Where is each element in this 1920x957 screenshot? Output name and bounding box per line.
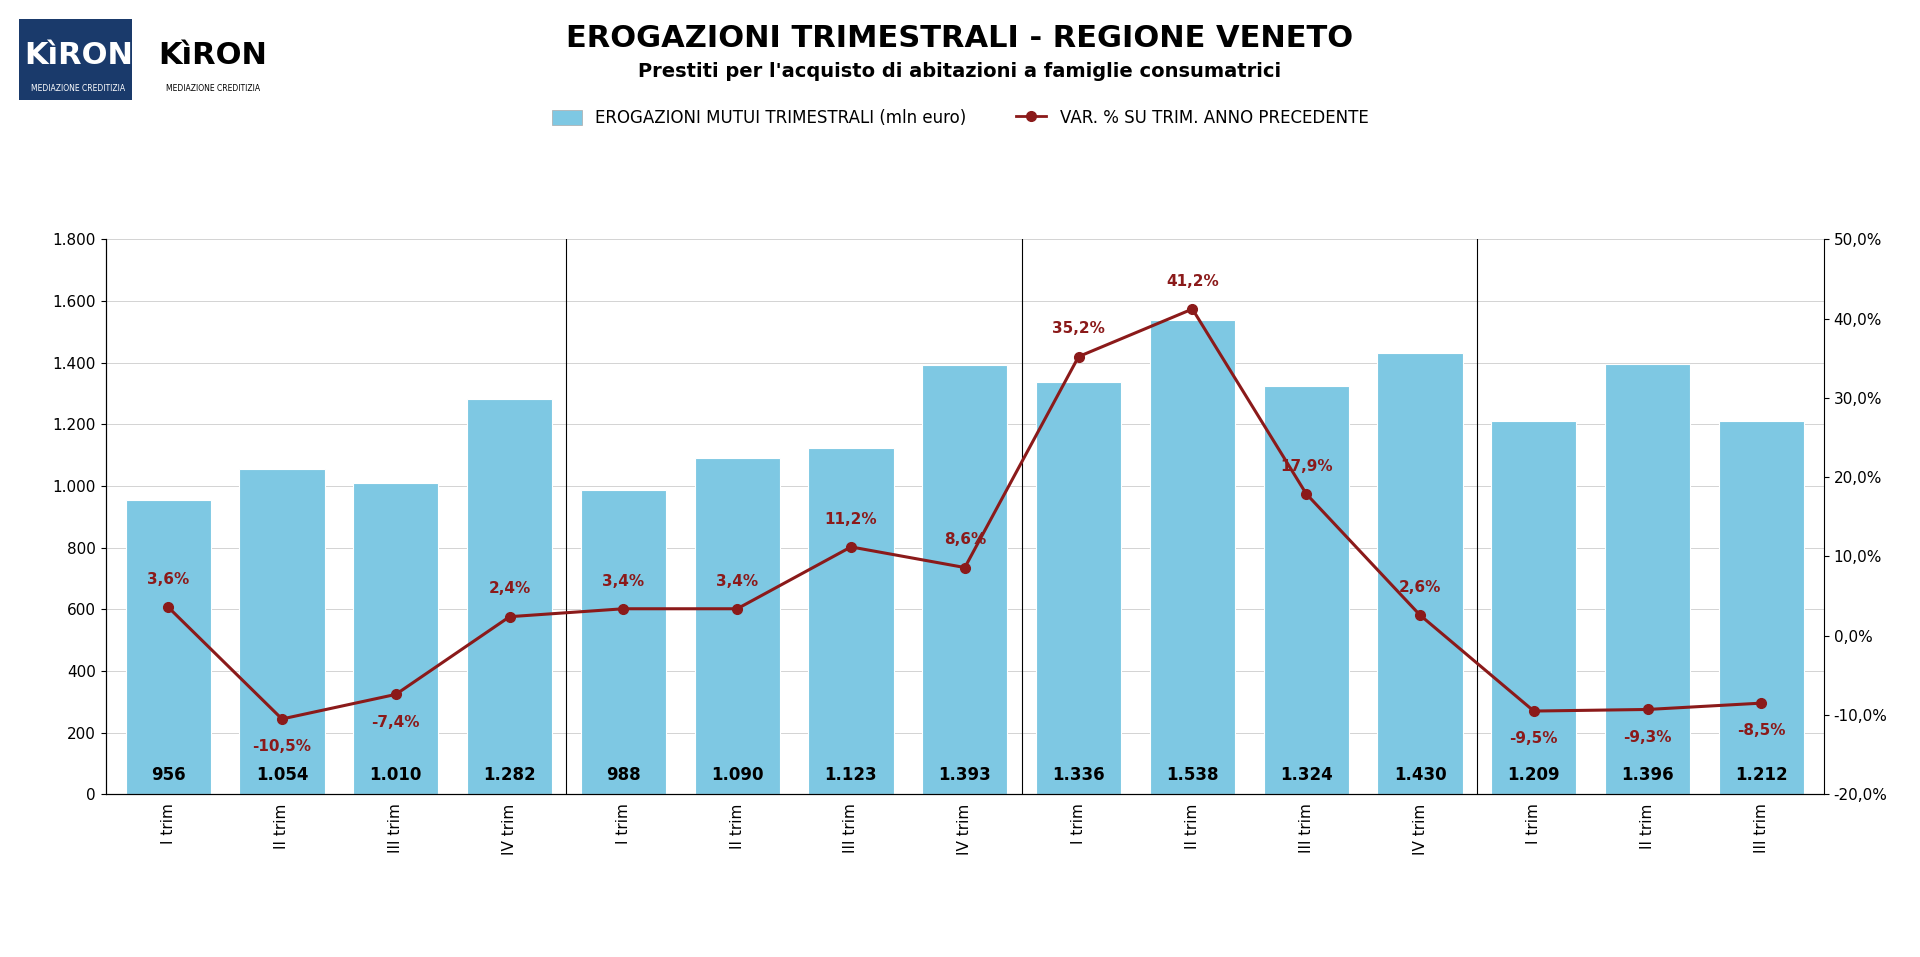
Text: 1.396: 1.396 bbox=[1620, 766, 1674, 784]
Text: 2,6%: 2,6% bbox=[1400, 580, 1442, 595]
Text: 1.430: 1.430 bbox=[1394, 766, 1446, 784]
Text: 988: 988 bbox=[607, 766, 641, 784]
Bar bbox=[695, 458, 780, 794]
Text: 1.054: 1.054 bbox=[255, 766, 309, 784]
Text: 1.393: 1.393 bbox=[939, 766, 991, 784]
Text: EROGAZIONI TRIMESTRALI - REGIONE VENETO: EROGAZIONI TRIMESTRALI - REGIONE VENETO bbox=[566, 24, 1354, 53]
Bar bbox=[808, 448, 893, 794]
Bar bbox=[1718, 420, 1805, 794]
Text: 1.212: 1.212 bbox=[1736, 766, 1788, 784]
Bar bbox=[125, 500, 211, 794]
Text: 3,4%: 3,4% bbox=[716, 573, 758, 589]
Text: 3,6%: 3,6% bbox=[148, 572, 190, 587]
Text: 17,9%: 17,9% bbox=[1281, 458, 1332, 474]
Text: 1.123: 1.123 bbox=[826, 766, 877, 784]
Bar bbox=[240, 469, 324, 794]
Bar bbox=[1263, 386, 1350, 794]
Text: 11,2%: 11,2% bbox=[826, 512, 877, 526]
Text: -10,5%: -10,5% bbox=[253, 739, 311, 754]
Bar bbox=[19, 19, 132, 100]
Bar bbox=[1377, 353, 1463, 794]
Bar bbox=[1492, 421, 1576, 794]
Text: -8,5%: -8,5% bbox=[1738, 723, 1786, 739]
Text: 956: 956 bbox=[152, 766, 186, 784]
Text: 8,6%: 8,6% bbox=[943, 532, 987, 547]
Text: 1.090: 1.090 bbox=[710, 766, 764, 784]
Text: 1.209: 1.209 bbox=[1507, 766, 1561, 784]
Text: 3,4%: 3,4% bbox=[603, 573, 645, 589]
Bar bbox=[922, 365, 1008, 794]
Text: -7,4%: -7,4% bbox=[372, 715, 420, 729]
Text: MEDIAZIONE CREDITIZIA: MEDIAZIONE CREDITIZIA bbox=[165, 83, 259, 93]
Text: 1.538: 1.538 bbox=[1165, 766, 1219, 784]
Bar bbox=[580, 490, 666, 794]
Bar bbox=[467, 399, 553, 794]
Text: 41,2%: 41,2% bbox=[1165, 274, 1219, 289]
Text: 35,2%: 35,2% bbox=[1052, 322, 1106, 336]
Bar bbox=[1605, 364, 1690, 794]
Text: KìRON: KìRON bbox=[23, 41, 132, 70]
Text: 1.010: 1.010 bbox=[371, 766, 422, 784]
Bar bbox=[353, 483, 438, 794]
Text: -9,5%: -9,5% bbox=[1509, 731, 1557, 746]
Text: 1.336: 1.336 bbox=[1052, 766, 1104, 784]
Text: 2,4%: 2,4% bbox=[488, 582, 530, 596]
Bar bbox=[1150, 320, 1235, 794]
Text: 1.282: 1.282 bbox=[484, 766, 536, 784]
Text: Prestiti per l'acquisto di abitazioni a famiglie consumatrici: Prestiti per l'acquisto di abitazioni a … bbox=[639, 62, 1281, 81]
Text: MEDIAZIONE CREDITIZIA: MEDIAZIONE CREDITIZIA bbox=[31, 83, 125, 93]
Text: 1.324: 1.324 bbox=[1281, 766, 1332, 784]
Bar bbox=[1037, 383, 1121, 794]
Text: -9,3%: -9,3% bbox=[1622, 730, 1672, 745]
Legend: EROGAZIONI MUTUI TRIMESTRALI (mln euro), VAR. % SU TRIM. ANNO PRECEDENTE: EROGAZIONI MUTUI TRIMESTRALI (mln euro),… bbox=[551, 109, 1369, 127]
Text: KìRON: KìRON bbox=[157, 41, 267, 70]
